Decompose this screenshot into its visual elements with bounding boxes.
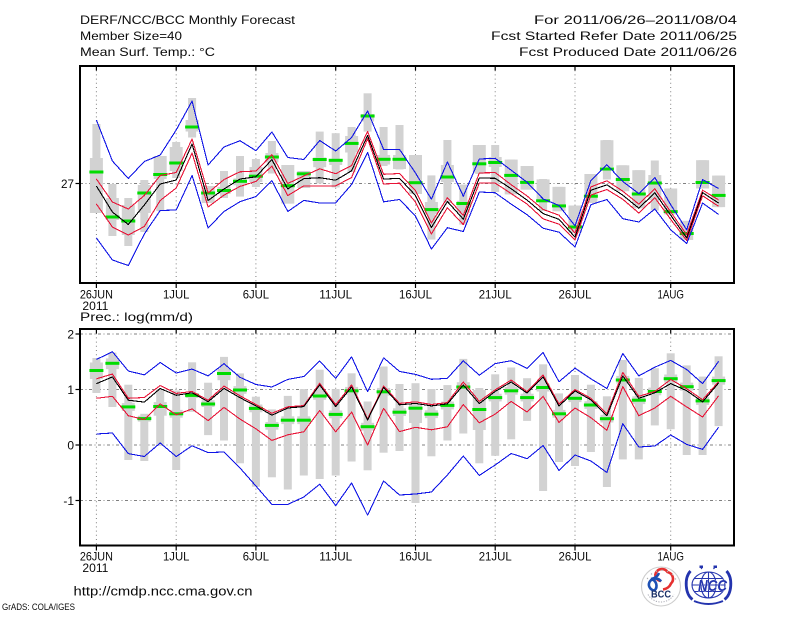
svg-text:2011: 2011	[82, 561, 108, 575]
svg-text:21JUL: 21JUL	[479, 288, 512, 302]
svg-text:27: 27	[61, 177, 74, 191]
svg-text:For 2011/06/26–2011/08/04: For 2011/06/26–2011/08/04	[534, 13, 737, 27]
svg-text:6JUL: 6JUL	[243, 288, 270, 302]
svg-text:1: 1	[67, 383, 74, 397]
svg-text:1JUL: 1JUL	[163, 288, 190, 302]
svg-text:1AUG: 1AUG	[658, 550, 684, 564]
svg-text:-1: -1	[63, 494, 74, 508]
svg-text:Member Size=40: Member Size=40	[80, 29, 182, 43]
svg-text:NCC: NCC	[698, 578, 728, 595]
svg-text:26JUN: 26JUN	[80, 288, 113, 302]
svg-text:BCC: BCC	[651, 590, 671, 601]
svg-text:2: 2	[67, 328, 74, 342]
svg-text:2011: 2011	[82, 299, 108, 313]
svg-text:26JUN: 26JUN	[80, 550, 113, 564]
svg-text:0: 0	[67, 439, 74, 453]
svg-text:Prec.: log(mm/d): Prec.: log(mm/d)	[80, 310, 193, 324]
svg-text:26JUL: 26JUL	[559, 550, 592, 564]
svg-text:16JUL: 16JUL	[399, 288, 432, 302]
svg-text:26JUL: 26JUL	[559, 288, 592, 302]
svg-text:21JUL: 21JUL	[479, 550, 512, 564]
svg-text:16JUL: 16JUL	[399, 550, 432, 564]
svg-text:http://cmdp.ncc.cma.gov.cn: http://cmdp.ncc.cma.gov.cn	[74, 584, 253, 599]
svg-text:11JUL: 11JUL	[319, 550, 352, 564]
svg-text:1AUG: 1AUG	[658, 288, 684, 302]
svg-text:1JUL: 1JUL	[163, 550, 190, 564]
svg-text:Fcst Started Refer Date 2011/0: Fcst Started Refer Date 2011/06/25	[491, 29, 737, 43]
svg-text:Mean Surf. Temp.: °C: Mean Surf. Temp.: °C	[80, 45, 215, 59]
svg-text:GrADS: COLA/IGES: GrADS: COLA/IGES	[2, 602, 75, 612]
svg-text:11JUL: 11JUL	[319, 288, 352, 302]
svg-text:6JUL: 6JUL	[243, 550, 270, 564]
svg-text:Fcst Produced Date 2011/06/26: Fcst Produced Date 2011/06/26	[519, 45, 737, 59]
svg-text:DERF/NCC/BCC Monthly Forecast: DERF/NCC/BCC Monthly Forecast	[80, 13, 296, 27]
